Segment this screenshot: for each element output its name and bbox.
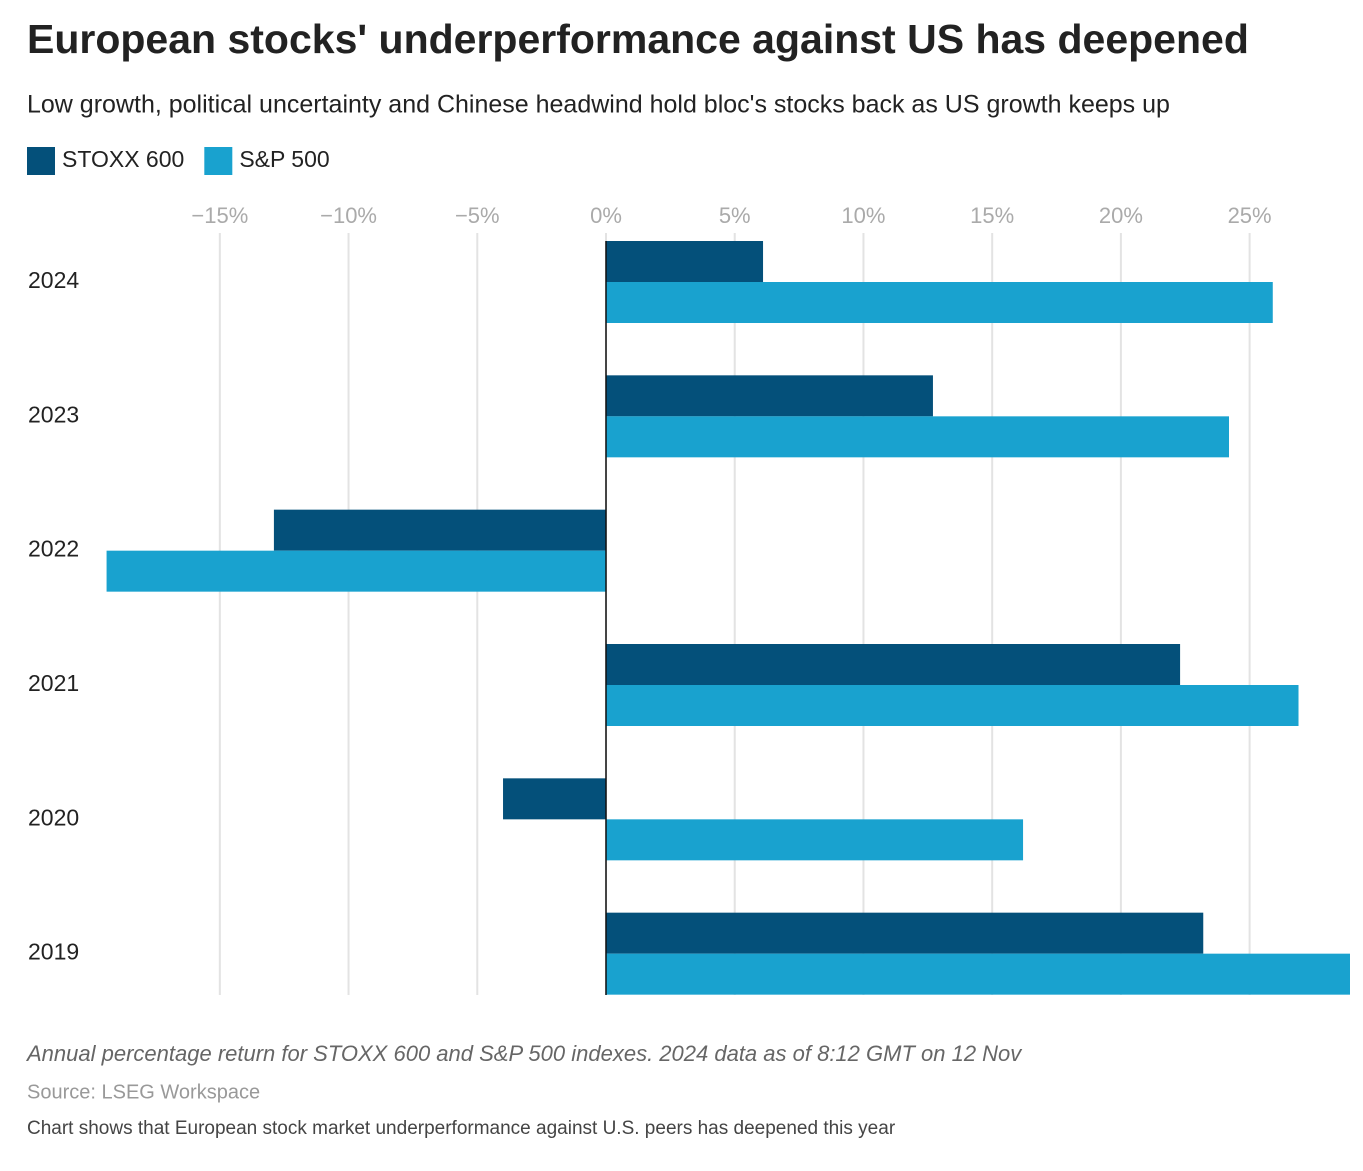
x-tick-label: −5% (455, 203, 500, 228)
y-tick-label: 2023 (28, 401, 79, 427)
legend-swatch (204, 147, 233, 175)
note: Annual percentage return for STOXX 600 a… (25, 1041, 1023, 1066)
bar (606, 819, 1024, 861)
x-tick-label: 20% (1099, 203, 1143, 228)
bar (503, 778, 607, 820)
description: Chart shows that European stock market u… (27, 1118, 896, 1139)
chart-subtitle: Low growth, political uncertainty and Ch… (27, 91, 1170, 119)
y-tick-label: 2021 (28, 670, 79, 696)
x-tick-label: 15% (970, 203, 1014, 228)
legend-label: S&P 500 (239, 146, 329, 172)
bar (606, 644, 1181, 685)
bar (606, 416, 1230, 458)
y-tick-label: 2024 (28, 267, 79, 293)
x-tick-label: −15% (191, 203, 248, 228)
bar (606, 953, 1350, 995)
y-tick-label: 2020 (28, 804, 79, 830)
x-tick-label: 25% (1228, 203, 1272, 228)
y-tick-label: 2019 (28, 939, 79, 965)
bar (606, 241, 764, 282)
x-tick-label: 5% (719, 203, 751, 228)
bar (606, 685, 1299, 726)
bar (106, 550, 607, 592)
x-tick-label: 0% (590, 203, 622, 228)
chart-title: European stocks' underperformance agains… (27, 16, 1249, 62)
x-tick-label: −10% (320, 203, 377, 228)
source: Source: LSEG Workspace (27, 1081, 260, 1103)
bar (273, 509, 607, 551)
legend-label: STOXX 600 (62, 146, 184, 172)
legend-swatch (27, 147, 55, 175)
bar (606, 375, 933, 417)
bar (606, 282, 1273, 323)
x-tick-label: 10% (841, 203, 885, 228)
bar (606, 912, 1204, 954)
y-tick-label: 2022 (28, 536, 79, 562)
